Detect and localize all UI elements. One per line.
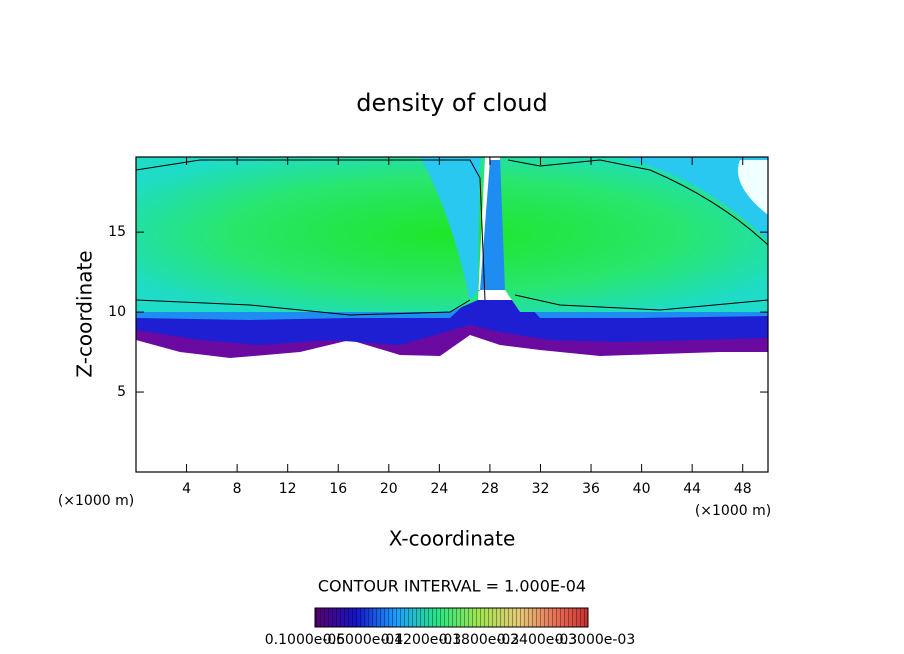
x-tick-label: 40 (633, 481, 651, 497)
y-tick-label: 15 (108, 224, 126, 240)
x-tick-label: 28 (481, 481, 499, 497)
y-axis-label: Z-coordinate (73, 250, 97, 377)
chart-title: density of cloud (356, 89, 547, 117)
colorbar-label: 0.6000e-04 (323, 632, 404, 648)
x-tick-label: 36 (582, 481, 600, 497)
x-tick-label: 8 (233, 481, 242, 497)
colorbar-stripes (314, 607, 589, 628)
colorbar-label: 0.3000e-03 (555, 632, 635, 648)
colorbar-label: 0.1000e-05 (265, 632, 345, 648)
x-tick-label: 24 (430, 481, 448, 497)
plot-frame (135, 156, 769, 473)
annotation: CONTOUR INTERVAL = 1.000E-04 (318, 577, 586, 596)
x-tick-label: 48 (734, 481, 752, 497)
x-tick-label: 20 (380, 481, 398, 497)
x-tick-label: 16 (329, 481, 347, 497)
x-tick-label: 12 (279, 481, 297, 497)
x-tick-label: 44 (683, 481, 701, 497)
y-unit: (×1000 m) (695, 503, 771, 519)
y-tick-label: 5 (117, 384, 126, 400)
colorbar-label: 0.1800e-03 (439, 632, 519, 648)
x-tick-label: 32 (532, 481, 550, 497)
colorbar-label: 0.1200e-03 (381, 632, 461, 648)
y-tick-label: 10 (108, 304, 126, 320)
field (136, 157, 768, 358)
x-axis-label: X-coordinate (389, 527, 516, 551)
colorbar-label: 0.2400e-03 (497, 632, 577, 648)
x-tick-label: 4 (182, 481, 191, 497)
x-unit: (×1000 m) (58, 493, 134, 509)
